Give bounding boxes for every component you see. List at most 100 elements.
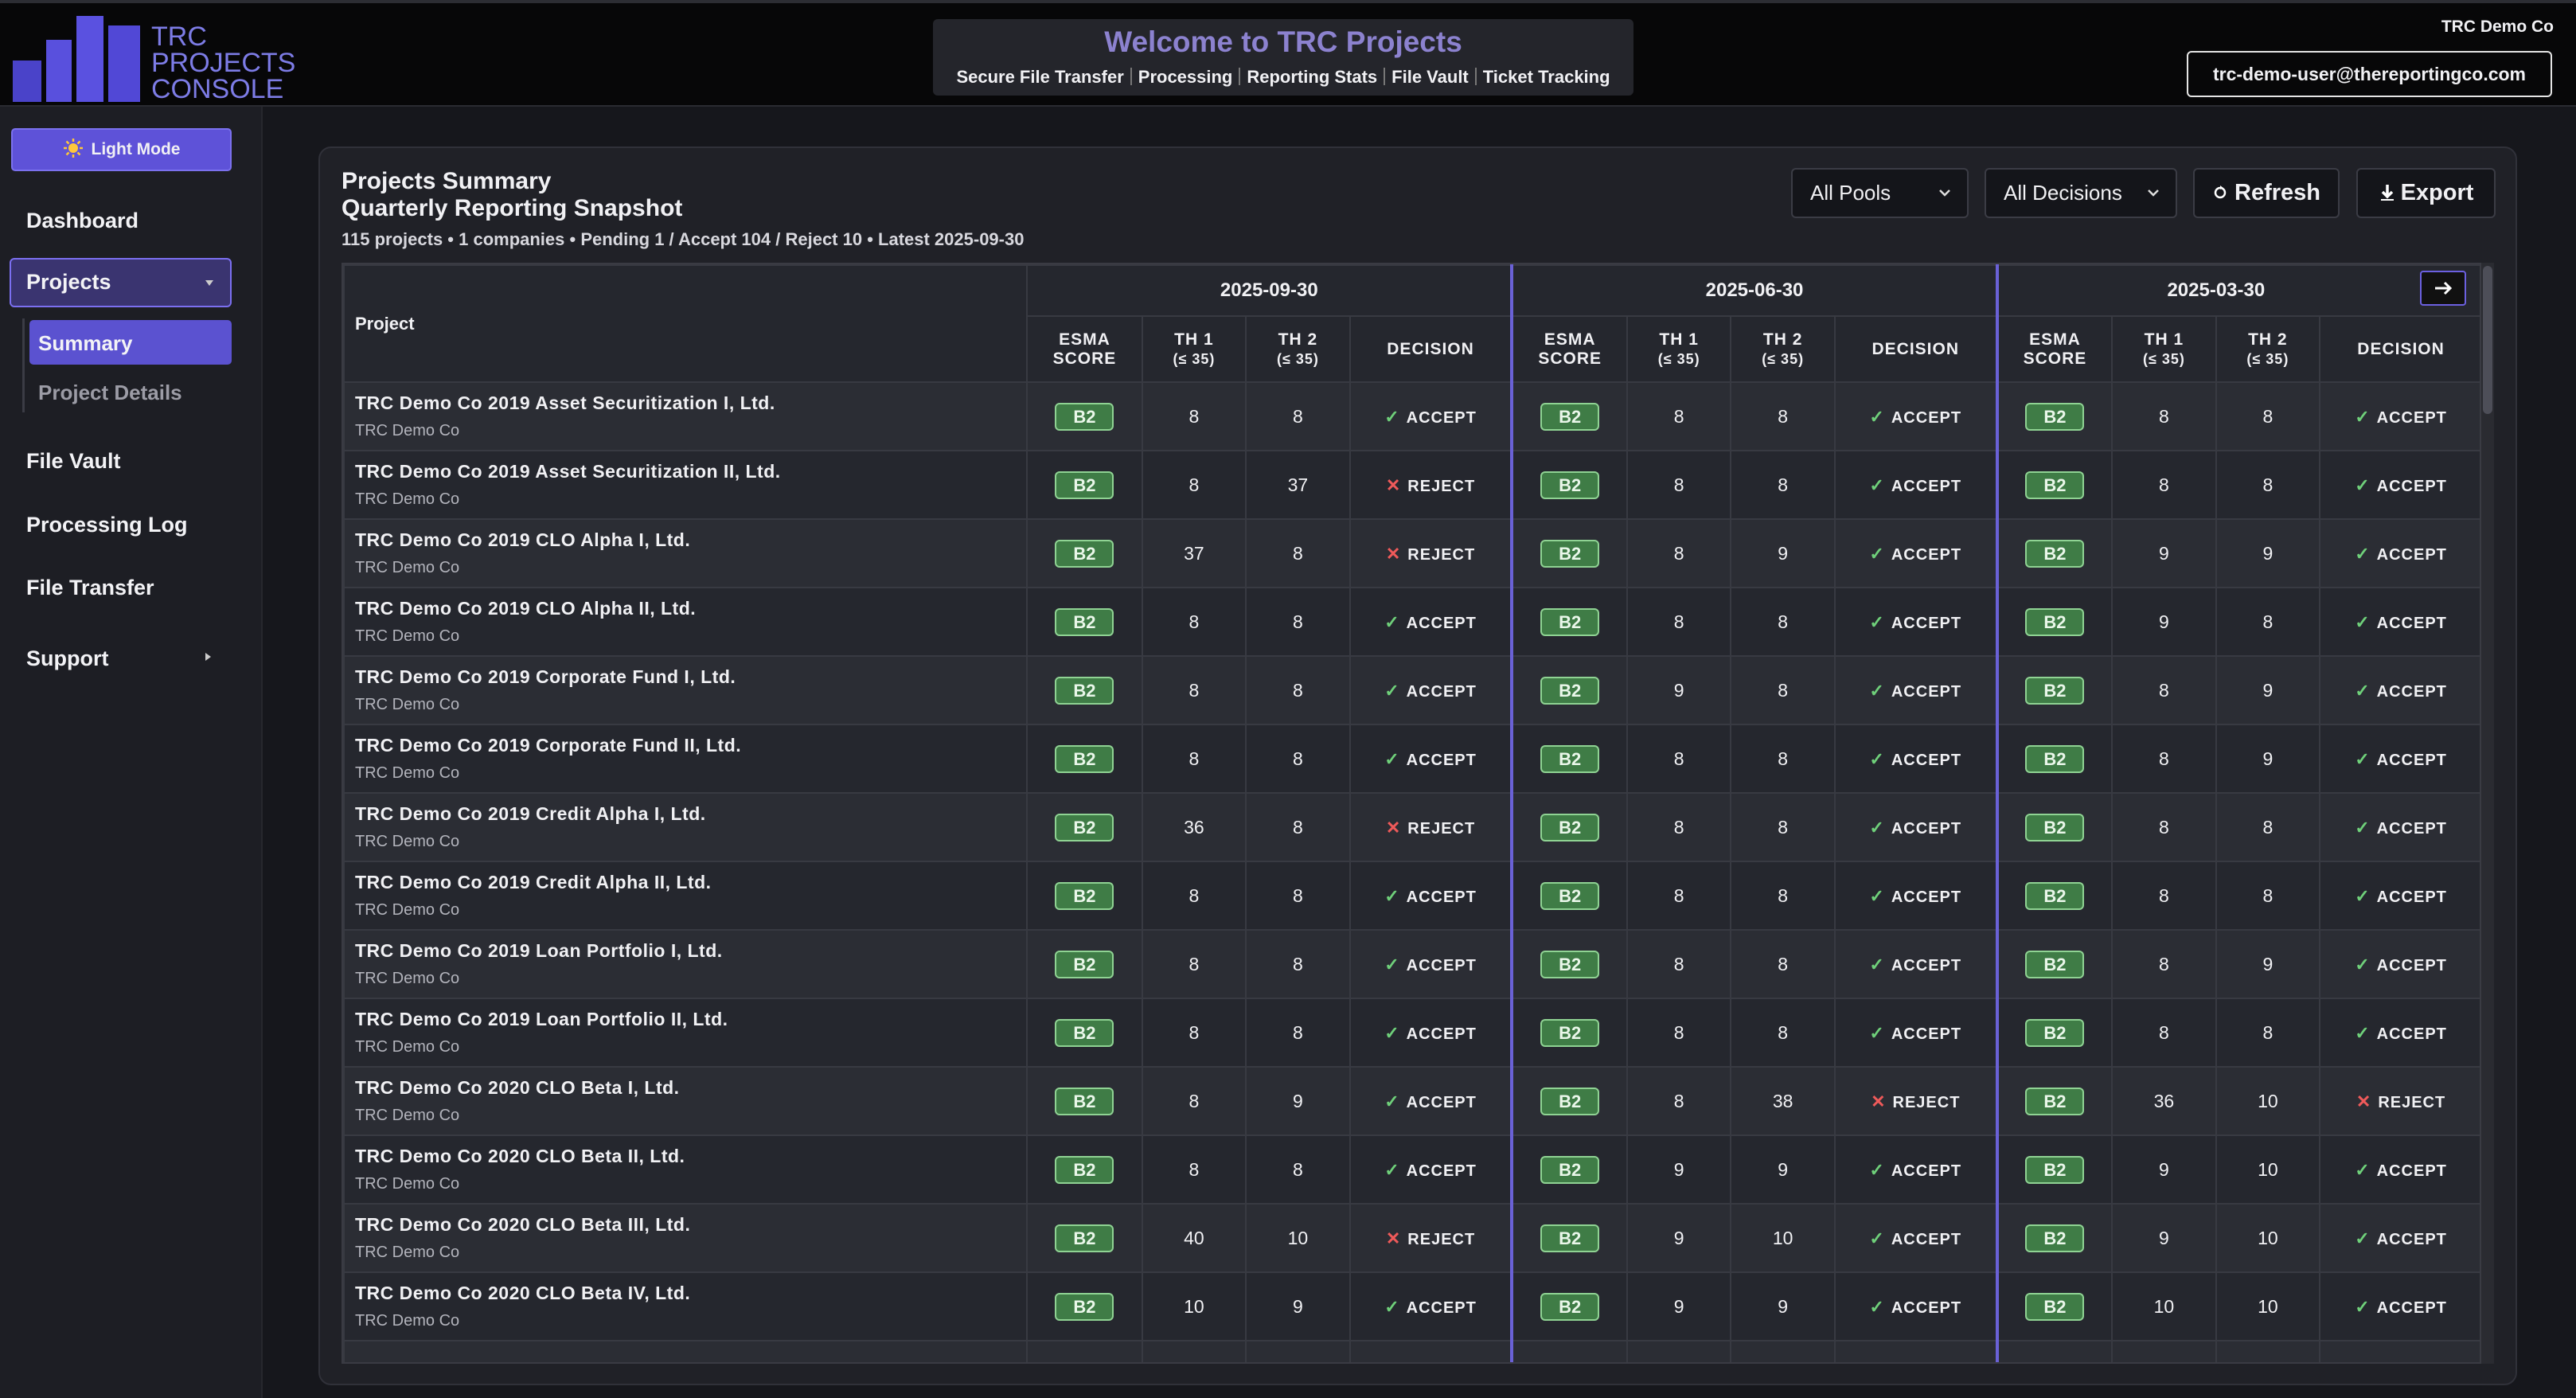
- threshold-value: 9: [1293, 1090, 1303, 1111]
- project-row[interactable]: TRC Demo Co 2020 CLO Beta III, Ltd. TRC D…: [343, 1203, 2480, 1273]
- value-cell: B2: [1026, 655, 1143, 725]
- value-cell: B2: [1510, 998, 1628, 1068]
- esma-badge: B2: [2025, 1292, 2085, 1321]
- company-name: TRC Demo Co: [355, 764, 460, 782]
- esma-badge: B2: [1540, 1224, 1600, 1252]
- value-cell: [1026, 1340, 1143, 1362]
- side-item[interactable]: Support: [26, 646, 109, 670]
- nav-link[interactable]: Ticket Tracking: [1482, 67, 1610, 87]
- decision: ✓ ACCEPT: [1869, 612, 1961, 632]
- decision-icon: ✓: [1869, 1159, 1885, 1180]
- side-item[interactable]: File Transfer: [26, 576, 154, 599]
- value-cell: [1245, 1340, 1351, 1362]
- project-row[interactable]: TRC Demo Co 2019 Corporate Fund I, Ltd. T…: [343, 655, 2480, 725]
- esma-badge: B2: [1055, 1087, 1114, 1115]
- nav-link[interactable]: Reporting Stats: [1247, 67, 1378, 87]
- value-cell: 8: [1141, 724, 1247, 794]
- value-cell: 9: [2215, 724, 2321, 794]
- project-row[interactable]: TRC Demo Co 2020 CLO Beta I, Ltd. TRC Dem…: [343, 1066, 2480, 1136]
- value-cell: 36: [2111, 1066, 2217, 1136]
- value-cell: ✓ ACCEPT: [1348, 655, 1513, 725]
- project-row[interactable]: TRC Demo Co 2019 Corporate Fund II, Ltd.…: [343, 724, 2480, 794]
- sun-icon: [63, 139, 83, 158]
- value-cell: 8: [1626, 518, 1732, 588]
- theme-toggle[interactable]: Light Mode: [11, 128, 232, 171]
- threshold-value: 8: [2262, 1021, 2274, 1043]
- value-cell: B2: [1026, 450, 1143, 520]
- decision-label: ACCEPT: [1891, 888, 1962, 906]
- project-row[interactable]: TRC Demo Co 2019 Credit Alpha I, Ltd. TRC…: [343, 792, 2480, 862]
- period-header: 2025-06-30: [1510, 264, 1998, 317]
- decision: ✓ ACCEPT: [1869, 544, 1961, 564]
- table-container: Project 2025-09-30 2025-06-30 2025-03-30 ESM…: [342, 263, 2481, 1364]
- filter-dropdown[interactable]: All Decisions: [1985, 168, 2177, 218]
- decision-label: ACCEPT: [1406, 1093, 1477, 1111]
- esma-badge: B2: [1055, 539, 1114, 568]
- side-sub-item[interactable]: Summary: [38, 331, 133, 355]
- threshold-value: 8: [1673, 474, 1684, 495]
- threshold-value: 10: [1184, 1295, 1204, 1317]
- value-cell: [1995, 1340, 2113, 1362]
- esma-badge: B2: [1055, 813, 1114, 842]
- panel-stats: 115 projects • 1 companies • Pending 1 /…: [342, 229, 1025, 249]
- threshold-value: 8: [1188, 748, 1200, 769]
- value-cell: 8: [1626, 587, 1732, 657]
- threshold-value: 8: [1188, 1090, 1200, 1111]
- value-cell: ✕ REJECT: [1348, 1203, 1513, 1273]
- value-cell: 9: [2215, 655, 2321, 725]
- side-item[interactable]: Projects: [26, 270, 111, 294]
- scroll-thumb[interactable]: [2483, 266, 2492, 414]
- project-row[interactable]: TRC Demo Co 2019 Loan Portfolio II, Ltd.…: [343, 998, 2480, 1068]
- nav-link[interactable]: File Vault: [1391, 67, 1469, 87]
- esma-badge: B2: [2025, 402, 2085, 431]
- value-cell: 8: [2215, 792, 2321, 862]
- column-label: TH 1: [2144, 330, 2184, 349]
- panel-title: Projects Summary: [342, 168, 552, 194]
- action-button[interactable]: Export: [2356, 168, 2496, 218]
- project-row[interactable]: TRC Demo Co 2019 CLO Alpha II, Ltd. TRC D…: [343, 587, 2480, 657]
- value-cell: ✓ ACCEPT: [2319, 1203, 2480, 1273]
- project-row[interactable]: TRC Demo Co 2019 Asset Securitization I,…: [343, 381, 2480, 451]
- value-cell: B2: [1995, 998, 2113, 1068]
- threshold-value: 9: [2262, 953, 2274, 974]
- nav-link[interactable]: Secure File Transfer: [956, 67, 1124, 87]
- side-item[interactable]: File Vault: [26, 449, 121, 473]
- decision-label: ACCEPT: [2376, 477, 2447, 495]
- company-name: TRC Demo Co: [355, 696, 460, 713]
- project-row[interactable]: TRC Demo Co 2020 CLO Beta II, Ltd. TRC De…: [343, 1134, 2480, 1205]
- project-row[interactable]: TRC Demo Co 2019 CLO Alpha I, Ltd. TRC De…: [343, 518, 2480, 588]
- action-button[interactable]: Refresh: [2193, 168, 2340, 218]
- filter-dropdown[interactable]: All Pools: [1791, 168, 1969, 218]
- submenu-line: [22, 318, 25, 412]
- project-row[interactable]: TRC Demo Co 2019 Credit Alpha II, Ltd. TR…: [343, 861, 2480, 931]
- threshold-value: 8: [1293, 1021, 1303, 1043]
- esma-badge: B2: [1055, 402, 1114, 431]
- esma-badge: B2: [1055, 950, 1114, 978]
- project-row[interactable]: TRC Demo Co 2020 CLO Beta IV, Ltd. TRC De…: [343, 1271, 2480, 1341]
- project-cell: TRC Demo Co 2020 CLO Beta III, Ltd. TRC D…: [343, 1203, 1028, 1273]
- side-sub-item[interactable]: Project Details: [38, 381, 182, 404]
- side-item[interactable]: Processing Log: [26, 513, 188, 537]
- value-cell: 10: [2215, 1203, 2321, 1273]
- next-period-button[interactable]: [2420, 271, 2466, 306]
- decision-icon: ✓: [2355, 543, 2371, 564]
- column-header: ESMA SCORE: [1026, 315, 1143, 383]
- project-cell: TRC Demo Co 2019 Loan Portfolio I, Ltd. T…: [343, 929, 1028, 999]
- side-item[interactable]: Dashboard: [26, 209, 139, 232]
- threshold-value: 8: [2159, 405, 2169, 427]
- nav-link[interactable]: Processing: [1138, 67, 1233, 87]
- value-cell: B2: [1026, 998, 1143, 1068]
- project-row[interactable]: TRC Demo Co 2020 Corporate Debt I, Ltd.: [343, 1340, 2480, 1362]
- threshold-value: 9: [1673, 1227, 1684, 1248]
- decision: ✕ REJECT: [1386, 1228, 1475, 1248]
- value-cell: ✓ ACCEPT: [1348, 1134, 1513, 1205]
- company-name: TRC Demo Co: [355, 1107, 460, 1124]
- project-row[interactable]: TRC Demo Co 2019 Loan Portfolio I, Ltd. T…: [343, 929, 2480, 999]
- column-header: DECISION: [2319, 315, 2480, 383]
- project-row[interactable]: TRC Demo Co 2019 Asset Securitization II…: [343, 450, 2480, 520]
- threshold-value: 8: [1778, 474, 1789, 495]
- value-cell: 8: [1141, 1134, 1247, 1205]
- decision: ✓ ACCEPT: [1869, 818, 1961, 838]
- user-email[interactable]: trc-demo-user@thereportingco.com: [2187, 51, 2552, 97]
